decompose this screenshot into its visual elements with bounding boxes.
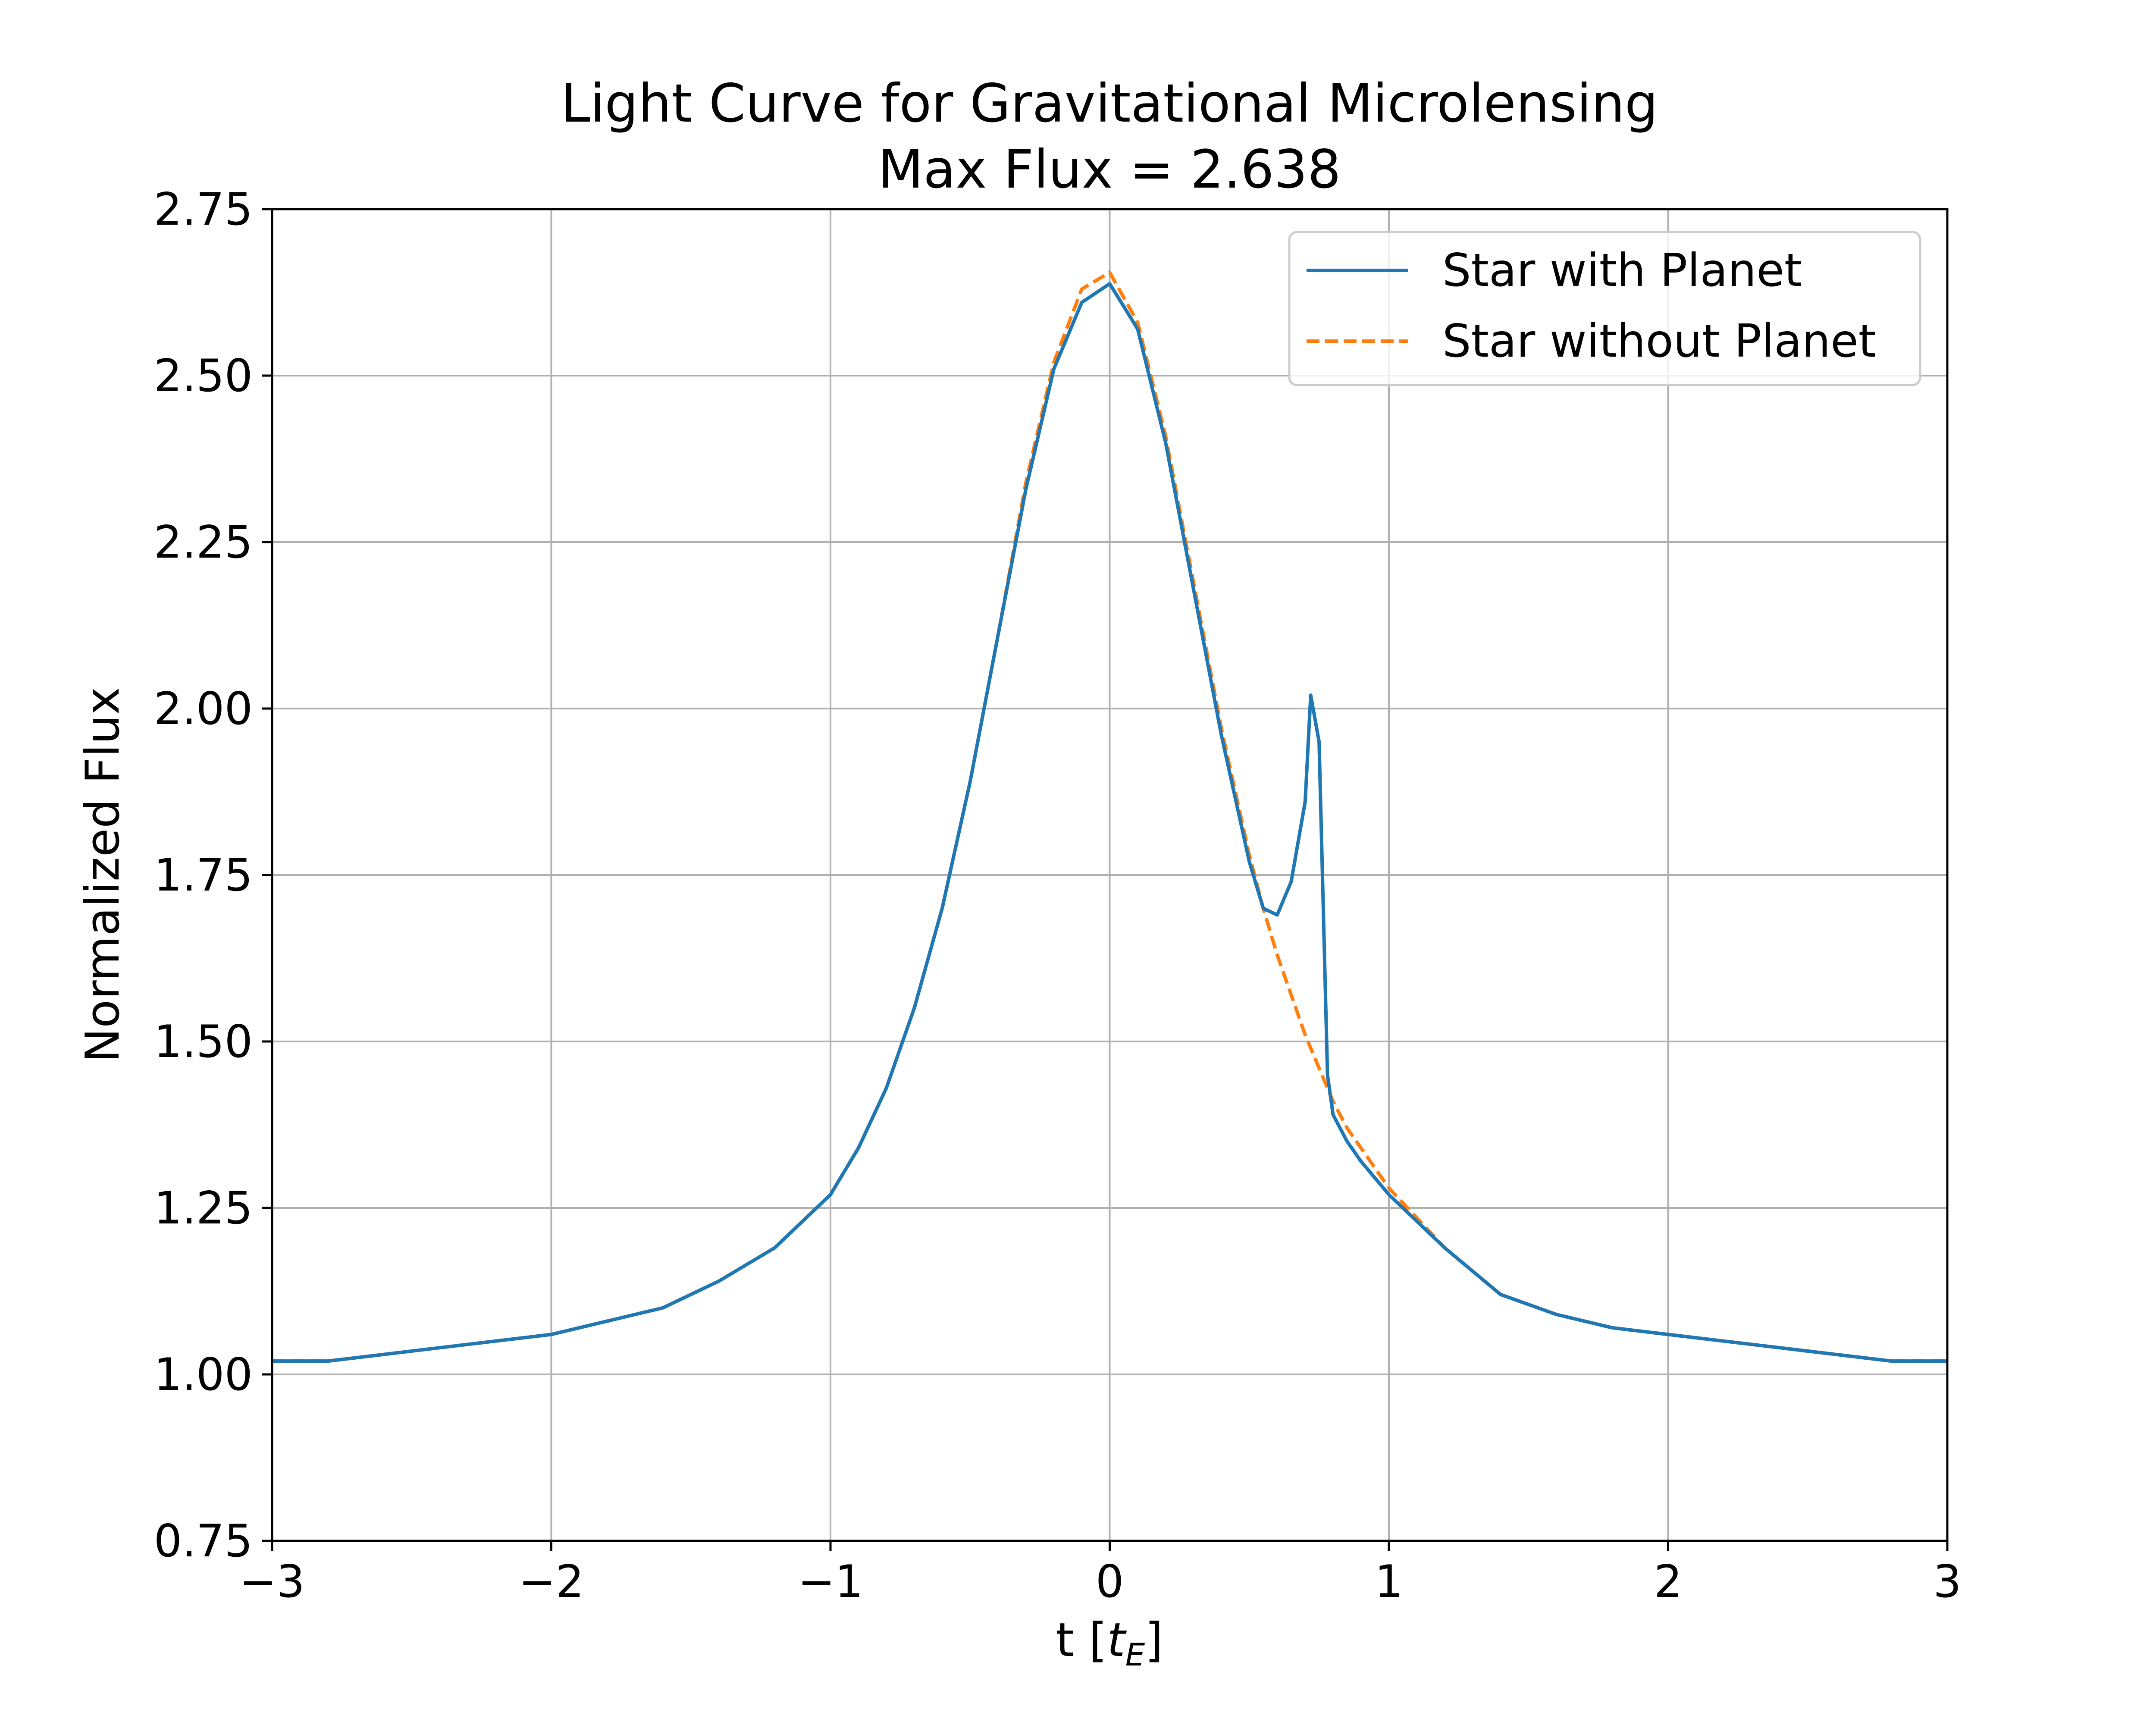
x-tick-label: −2 [519,1556,584,1608]
y-tick-label: 1.00 [154,1349,253,1401]
x-tick-label: 0 [1096,1556,1124,1608]
legend-label-star-without-planet: Star without Planet [1442,315,1876,367]
x-axis-label-close: ] [1145,1613,1163,1667]
x-axis-label-main: t [ [1056,1613,1107,1667]
y-tick-label: 1.75 [154,850,253,901]
x-tick-label: 2 [1654,1556,1683,1608]
ticks: −3 −2 −1 0 1 2 3 0.75 1.00 1.25 1.50 1.75 2.00 2.25 2.… [154,184,1962,1608]
legend-label-star-with-planet: Star with Planet [1442,244,1802,297]
x-axis-label: t [tE] [1056,1613,1163,1673]
x-axis-label-var: t [1107,1613,1127,1667]
y-axis-label: Normalized Flux [76,687,130,1063]
series-line-star-with-planet [272,282,1947,1363]
chart-subtitle: Max Flux = 2.638 [878,139,1341,200]
x-axis-label-sub: E [1125,1637,1145,1673]
legend: Star with Planet Star without Planet [1288,231,1921,386]
x-tick-label: 3 [1933,1556,1962,1608]
x-tick-label: −3 [239,1556,305,1608]
y-tick-label: 2.25 [154,517,253,568]
chart-title: Light Curve for Gravitational Microlensi… [561,73,1658,134]
y-tick-label: 1.50 [154,1016,253,1068]
legend-box [1288,231,1921,386]
y-tick-label: 2.50 [154,350,253,402]
series-layer [272,270,1947,1363]
y-tick-label: 0.75 [154,1515,253,1567]
x-tick-label: 1 [1375,1556,1403,1608]
y-tick-label: 2.75 [154,184,253,235]
y-tick-label: 1.25 [154,1182,253,1234]
x-tick-label: −1 [798,1556,863,1608]
y-tick-label: 2.00 [154,683,253,735]
